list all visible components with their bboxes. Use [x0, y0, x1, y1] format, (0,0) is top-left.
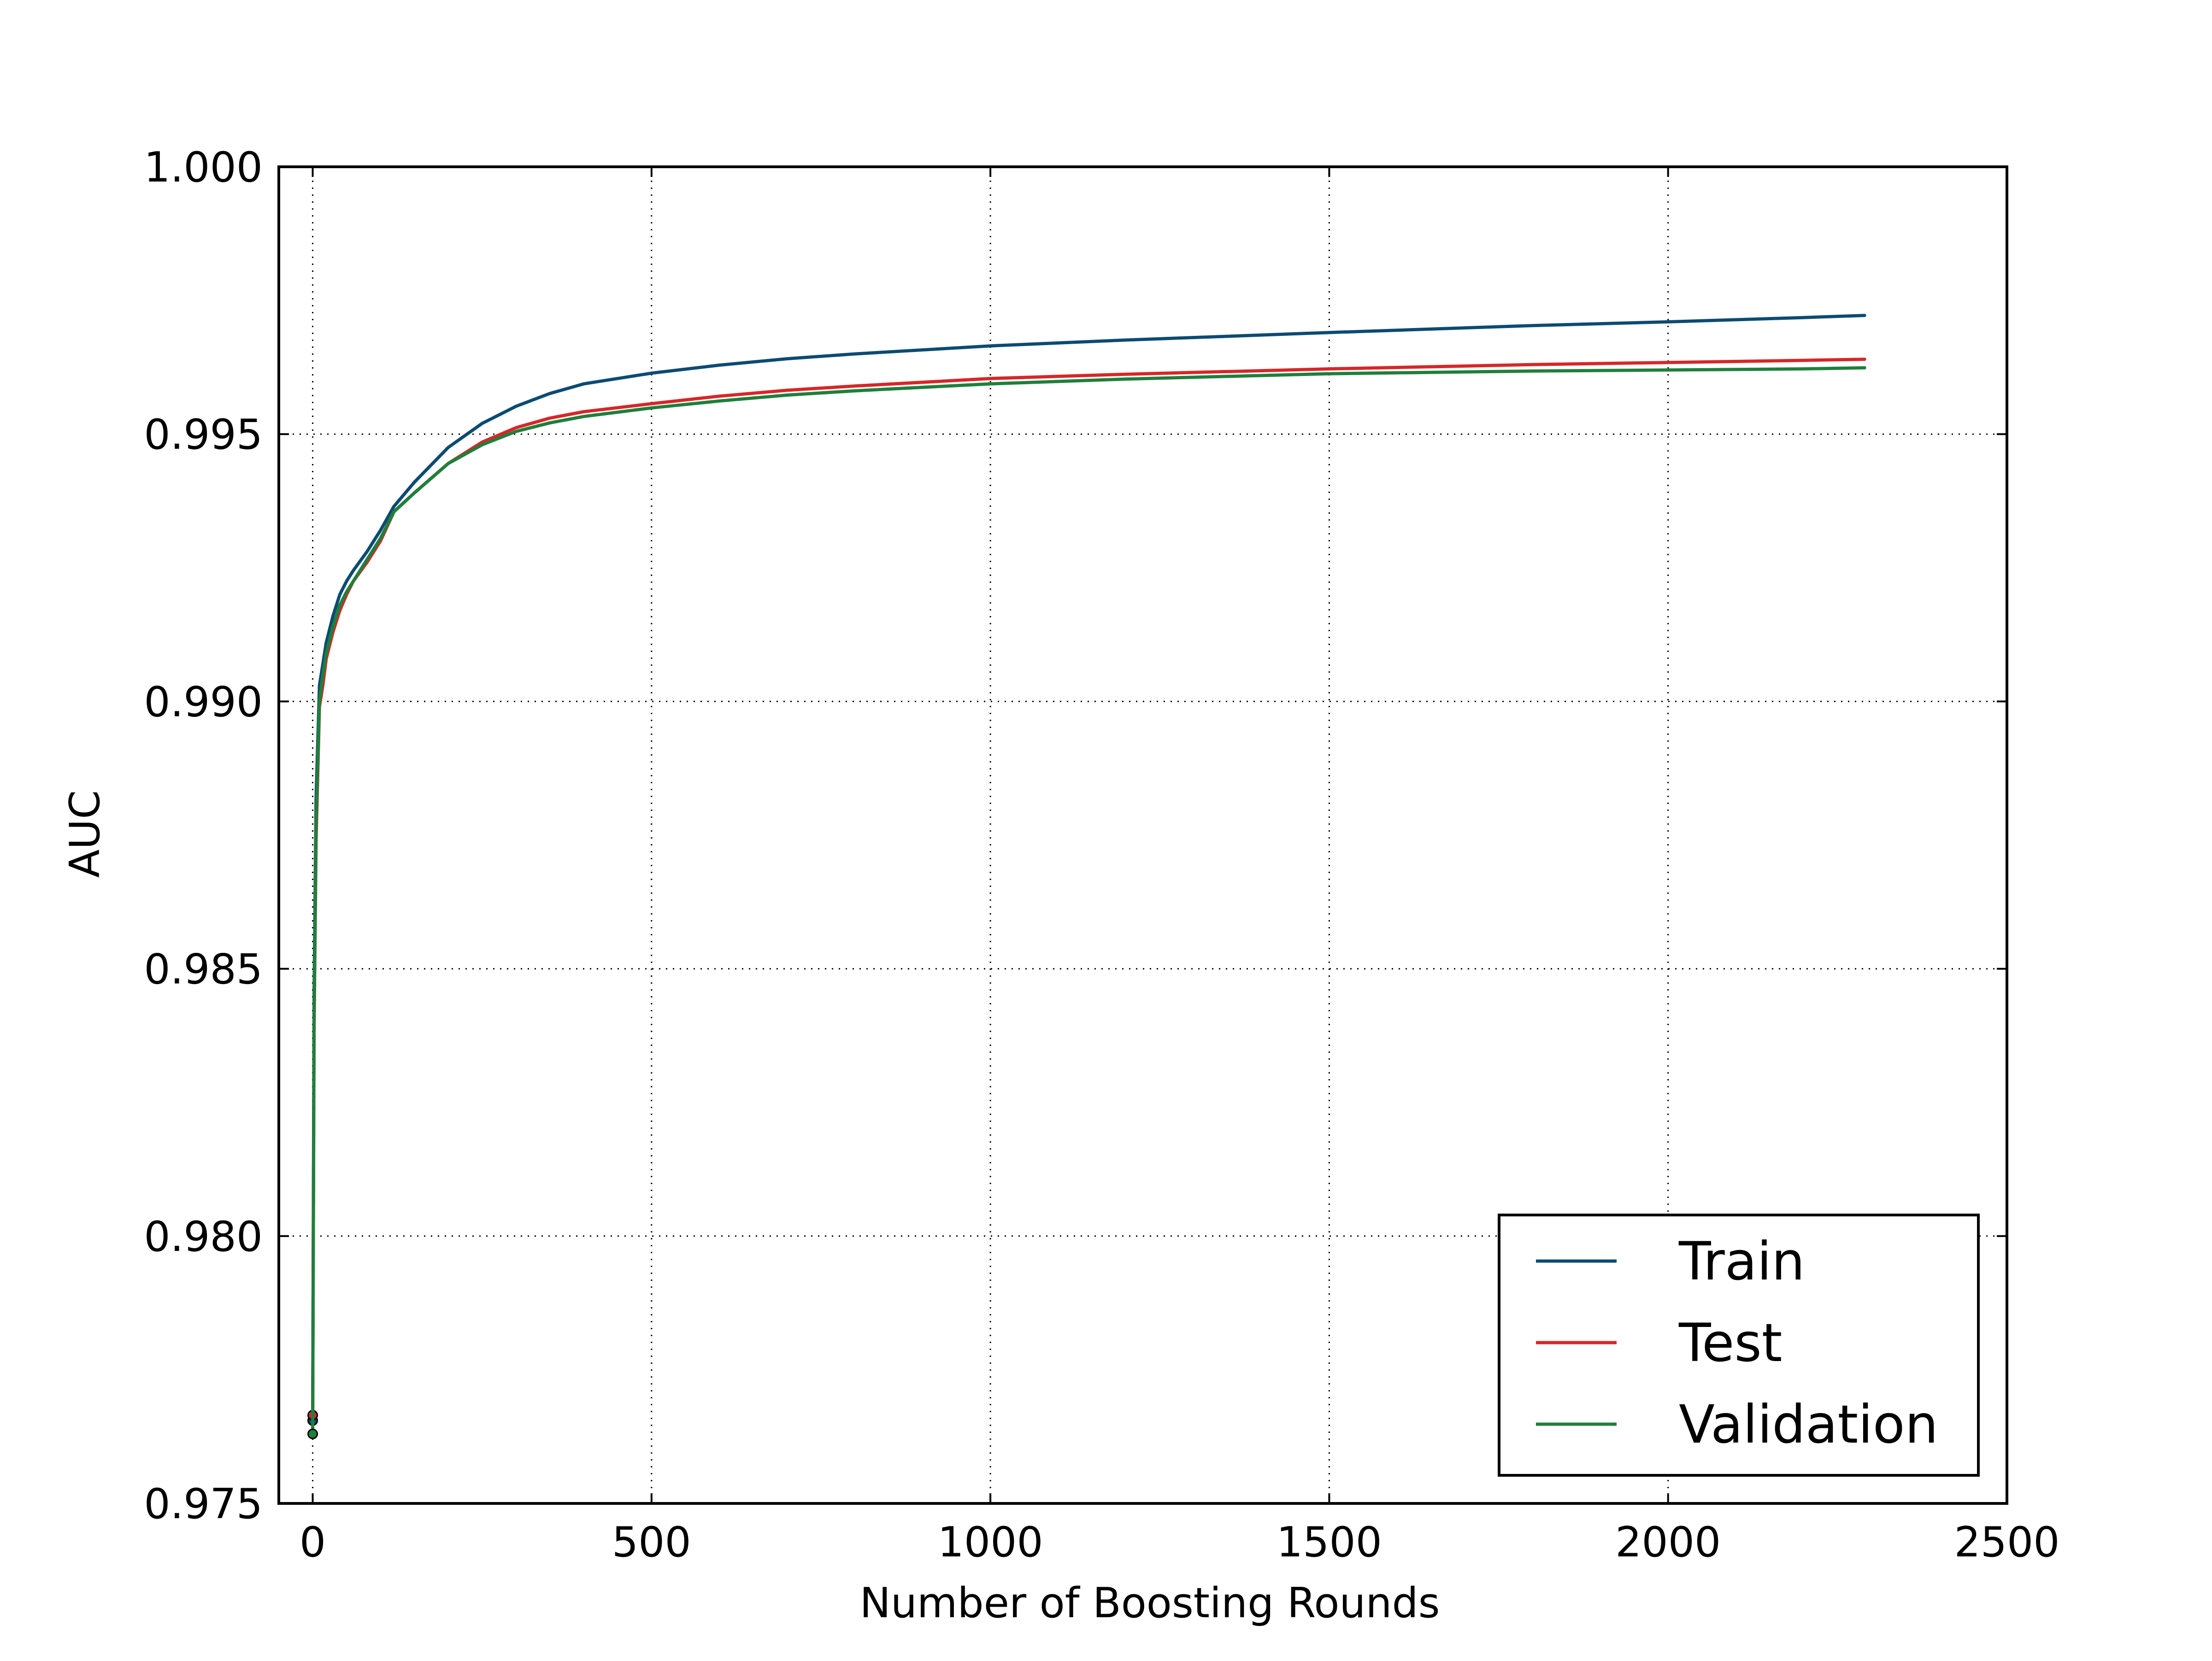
x-tick-label: 2500 — [1954, 1518, 2059, 1567]
x-tick-label: 0 — [300, 1518, 326, 1567]
x-axis-label: Number of Boosting Rounds — [860, 1579, 1440, 1627]
series-layer — [307, 314, 1866, 1439]
x-tick-label: 2000 — [1615, 1518, 1721, 1567]
series-line-validation — [311, 366, 1866, 1436]
series-point-validation — [307, 1428, 318, 1439]
axes-layer — [277, 165, 2008, 1505]
y-tick-label: 0.990 — [144, 678, 263, 726]
y-tick-label: 0.980 — [144, 1213, 263, 1261]
axes-frame — [277, 165, 2008, 1505]
legend-label-train: Train — [1678, 1231, 1805, 1292]
y-tick-label: 0.985 — [144, 945, 263, 994]
x-tick-label: 500 — [612, 1518, 691, 1567]
y-tick-label: 0.995 — [144, 411, 263, 459]
x-tick-label: 1500 — [1277, 1518, 1382, 1567]
y-tick-label: 0.975 — [144, 1480, 263, 1528]
ticks-layer: 0 500 1000 1500 2000 2500 0.975 0.980 0.985 0.990… — [144, 143, 2059, 1567]
y-tick-label: 1.000 — [144, 143, 263, 192]
legend-label-validation: Validation — [1679, 1394, 1938, 1455]
legend-box — [1498, 1214, 1980, 1477]
y-axis-label: AUC — [61, 790, 109, 878]
series-line-train — [311, 314, 1866, 1422]
legend: Train Test Validation — [1498, 1214, 1980, 1477]
x-tick-label: 1000 — [938, 1518, 1043, 1567]
legend-label-test: Test — [1678, 1312, 1783, 1373]
